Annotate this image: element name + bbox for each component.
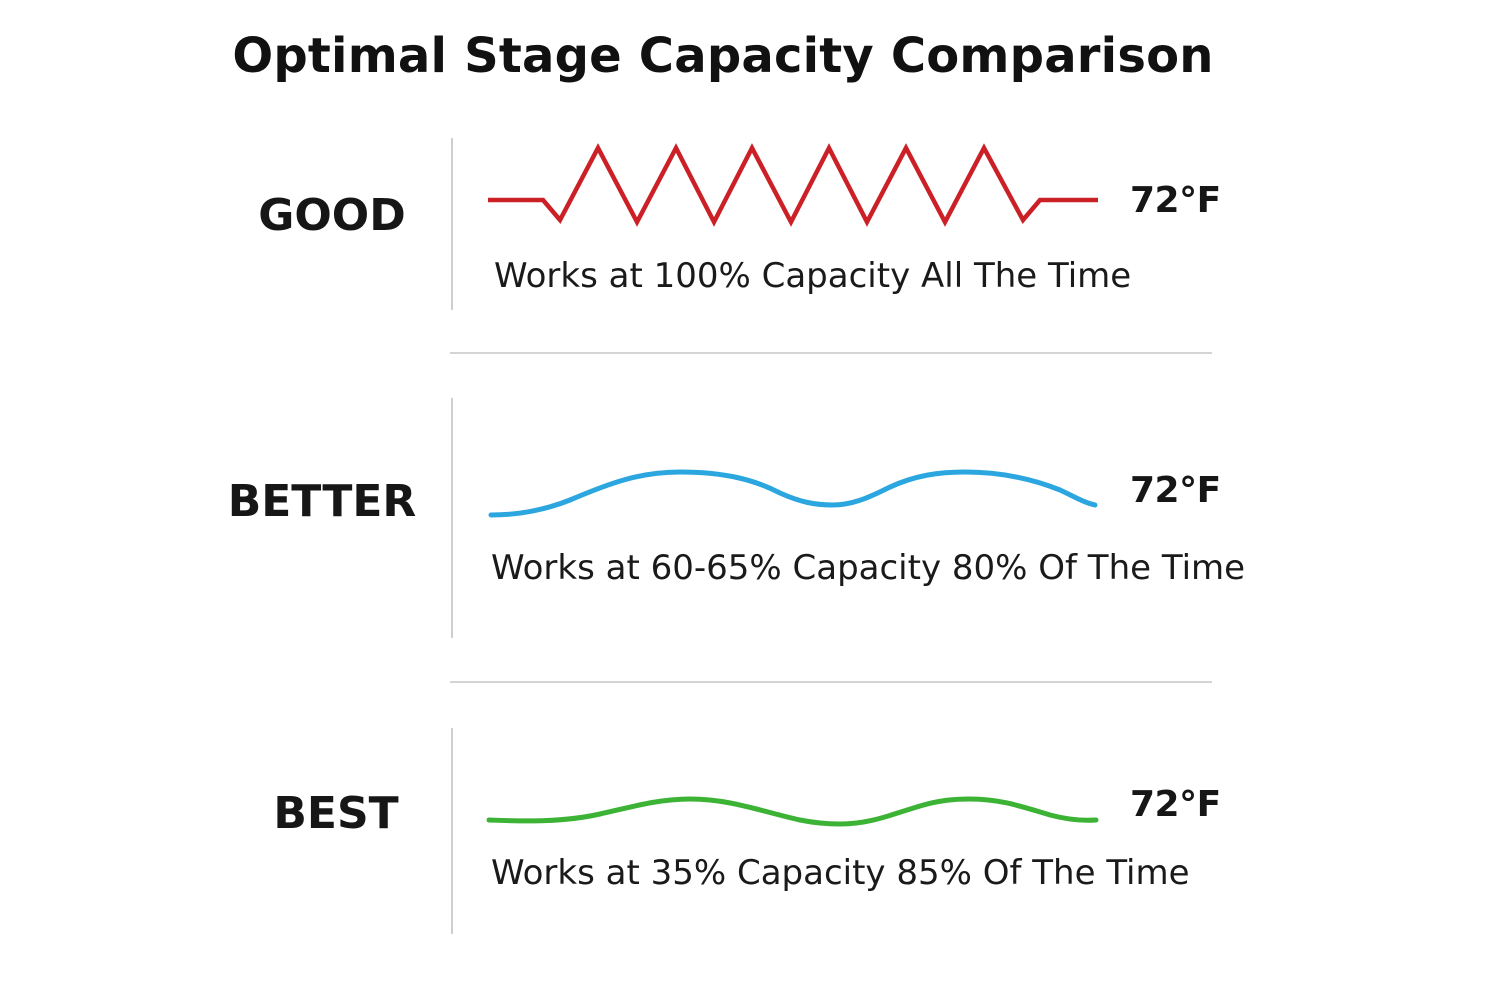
wave-best-gentle bbox=[486, 796, 1099, 827]
description-best: Works at 35% Capacity 85% Of The Time bbox=[491, 853, 1190, 893]
tier-divider-vertical-best bbox=[451, 728, 453, 934]
tier-label-good: GOOD bbox=[258, 190, 406, 241]
tier-label-best: BEST bbox=[273, 788, 399, 839]
tier-label-better: BETTER bbox=[227, 476, 417, 527]
page-title: Optimal Stage Capacity Comparison bbox=[232, 28, 1214, 84]
description-good: Works at 100% Capacity All The Time bbox=[494, 256, 1132, 296]
temperature-best: 72°F bbox=[1130, 784, 1221, 825]
temperature-better: 72°F bbox=[1130, 470, 1221, 511]
tier-divider-vertical-good bbox=[451, 138, 453, 310]
tier-divider-vertical-better bbox=[451, 398, 453, 638]
wave-better-smooth bbox=[488, 469, 1098, 518]
wave-good-zigzag bbox=[488, 143, 1098, 227]
section-divider-1 bbox=[450, 352, 1212, 354]
temperature-good: 72°F bbox=[1130, 180, 1221, 221]
description-better: Works at 60-65% Capacity 80% Of The Time bbox=[491, 548, 1246, 588]
section-divider-2 bbox=[450, 681, 1212, 683]
